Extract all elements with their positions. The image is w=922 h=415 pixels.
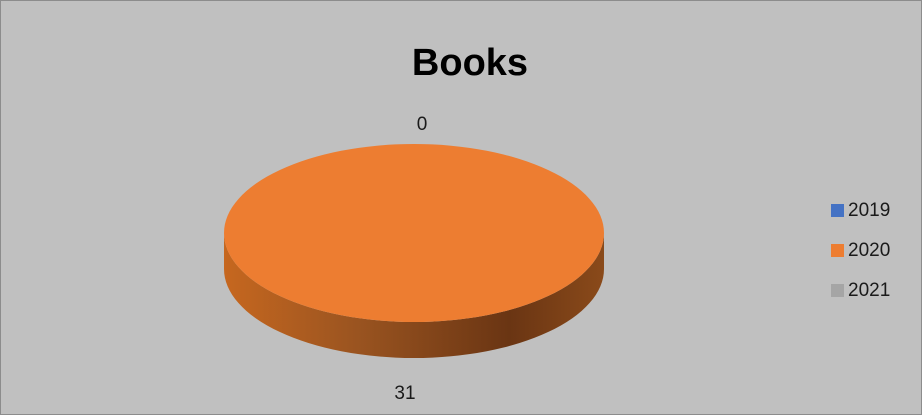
legend-swatch-2020 [831, 244, 844, 257]
legend-label-2020: 2020 [848, 240, 890, 261]
data-label-2020: 31 [394, 383, 415, 404]
legend-label-2019: 2019 [848, 200, 890, 221]
legend-label-2021: 2021 [848, 280, 890, 301]
legend-swatch-2019 [831, 204, 844, 217]
pie-slice-2020 [224, 144, 604, 322]
pie-slice-2020-side [224, 233, 604, 358]
legend: 2019 2020 2021 [831, 200, 890, 301]
data-label-2019: 0 [417, 114, 428, 135]
pie-plot [224, 144, 604, 358]
legend-swatch-2021 [831, 284, 844, 297]
chart-title: Books [412, 42, 528, 84]
